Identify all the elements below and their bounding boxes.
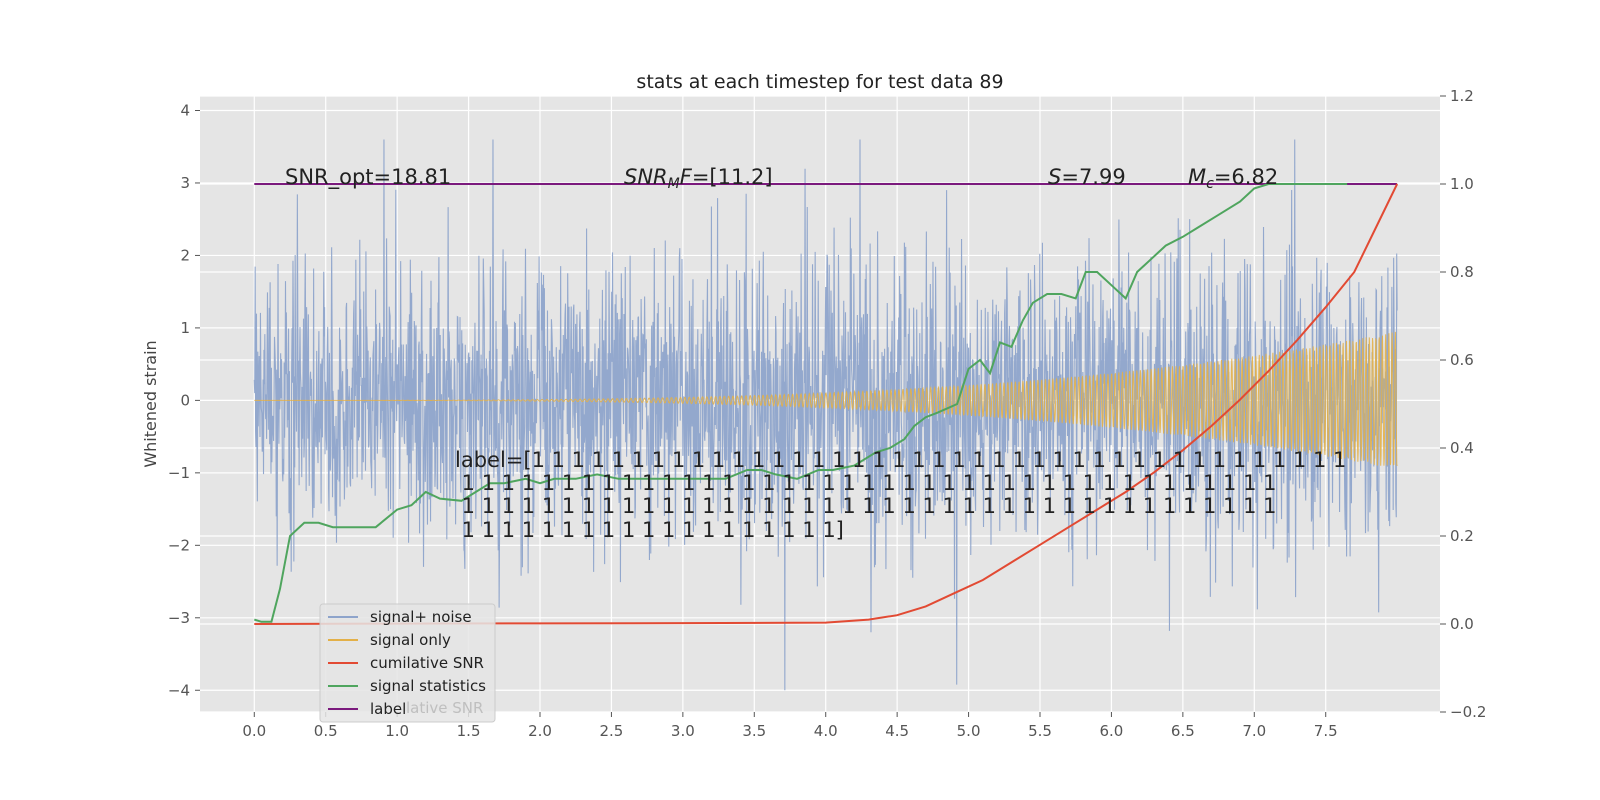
series-signal-statistics [253, 183, 1348, 623]
y-tick-label: 1 [180, 319, 190, 337]
y2-tick-label: −0.2 [1450, 703, 1486, 721]
y2-tick-label: 1.2 [1450, 87, 1474, 105]
annotation-label-line: 1 1 1 1 1 1 1 1 1 1 1 1 1 1 1 1 1 1 1] [455, 518, 844, 542]
x-tick-label: 2.5 [599, 722, 623, 740]
annotation-snr-mf-subscript: M [668, 176, 680, 192]
annotation-s-value: =7.99 [1061, 165, 1125, 189]
annotation-mc-value: =6.82 [1214, 165, 1278, 189]
legend-label: label [370, 700, 406, 718]
chart-title: stats at each timestep for test data 89 [636, 71, 1003, 93]
legend-label: signal+ noise [370, 608, 472, 626]
x-tick-label: 0.5 [314, 722, 338, 740]
y-axis-right: 1.2 1.0 0.8 0.6 0.4 0.2 0.0 −0.2 [1440, 87, 1486, 721]
annotation-label-line: label=[1 1 1 1 1 1 1 1 1 1 1 1 1 1 1 1 1… [455, 448, 1346, 472]
y-tick-label: −4 [168, 681, 190, 699]
annotation-label-line: 1 1 1 1 1 1 1 1 1 1 1 1 1 1 1 1 1 1 1 1 … [455, 471, 1276, 495]
annotation-snr-mf-value: =[11.2] [692, 165, 773, 189]
legend-box [319, 603, 496, 723]
x-tick-label: 5.0 [957, 722, 981, 740]
y2-tick-label: 0.4 [1450, 439, 1474, 457]
annotation-mc-subscript: c [1206, 176, 1214, 192]
x-tick-label: 0.0 [242, 722, 266, 740]
cumulative-snr-line [254, 183, 1399, 625]
y-tick-label: 4 [180, 101, 190, 119]
legend-label: cumilative SNR [370, 654, 484, 672]
y-tick-label: −2 [168, 536, 190, 554]
series-cumulative-snr [254, 183, 1399, 625]
x-tick-label: 6.0 [1099, 722, 1123, 740]
annotation-mc-symbol: M [1188, 165, 1206, 189]
y2-tick-label: 0.2 [1450, 527, 1474, 545]
x-tick-label: 1.5 [457, 722, 481, 740]
signal-statistics-line [253, 183, 1348, 623]
x-tick-label: 4.0 [814, 722, 838, 740]
annotation-mc: Mc=6.82 [1188, 165, 1278, 192]
annotation-snr-mf: SNRMF=[11.2] [624, 165, 773, 192]
y-axis-label: Whitened strain [141, 340, 160, 467]
x-tick-label: 1.0 [385, 722, 409, 740]
y2-tick-label: 0.0 [1450, 615, 1474, 633]
x-tick-label: 3.5 [742, 722, 766, 740]
y-tick-label: 3 [180, 174, 190, 192]
y-tick-label: −3 [168, 609, 190, 627]
legend-overlap-text: lative SNR [406, 699, 483, 717]
x-tick-label: 2.0 [528, 722, 552, 740]
annotation-s: S=7.99 [1048, 165, 1126, 189]
y2-tick-label: 0.8 [1450, 263, 1474, 281]
series-signal-only [254, 331, 1398, 466]
chirp-trace [254, 331, 1398, 466]
y-axis-left: 4 3 2 1 0 −1 −2 −3 −4 [168, 101, 200, 699]
x-tick-label: 7.5 [1314, 722, 1338, 740]
legend-label: signal only [370, 631, 451, 649]
annotation-snr-opt: SNR_opt=18.81 [285, 165, 451, 190]
x-tick-label: 6.5 [1171, 722, 1195, 740]
y2-tick-label: 1.0 [1450, 175, 1474, 193]
annotation-label-block: label=[1 1 1 1 1 1 1 1 1 1 1 1 1 1 1 1 1… [455, 448, 1346, 542]
x-tick-label: 5.5 [1028, 722, 1052, 740]
annotation-label-line: 1 1 1 1 1 1 1 1 1 1 1 1 1 1 1 1 1 1 1 1 … [455, 494, 1276, 518]
legend-label: signal statistics [370, 677, 486, 695]
legend: lative SNR signal+ noise signal only cumil… [319, 603, 496, 723]
y-tick-label: −1 [168, 464, 190, 482]
annotation-snr-mf-f: F [680, 165, 693, 189]
x-tick-label: 7.0 [1242, 722, 1266, 740]
x-axis: 0.0 0.5 1.0 1.5 2.0 2.5 3.0 3.5 4.0 4.5 5.0 5.5 6.0 6… [242, 712, 1338, 740]
x-tick-label: 3.0 [671, 722, 695, 740]
annotation-s-symbol: S [1048, 165, 1061, 189]
y2-tick-label: 0.6 [1450, 351, 1474, 369]
annotation-snr-mf-symbol: SNR [624, 165, 668, 189]
y-tick-label: 0 [180, 391, 190, 409]
x-tick-label: 4.5 [885, 722, 909, 740]
y-tick-label: 2 [180, 246, 190, 264]
